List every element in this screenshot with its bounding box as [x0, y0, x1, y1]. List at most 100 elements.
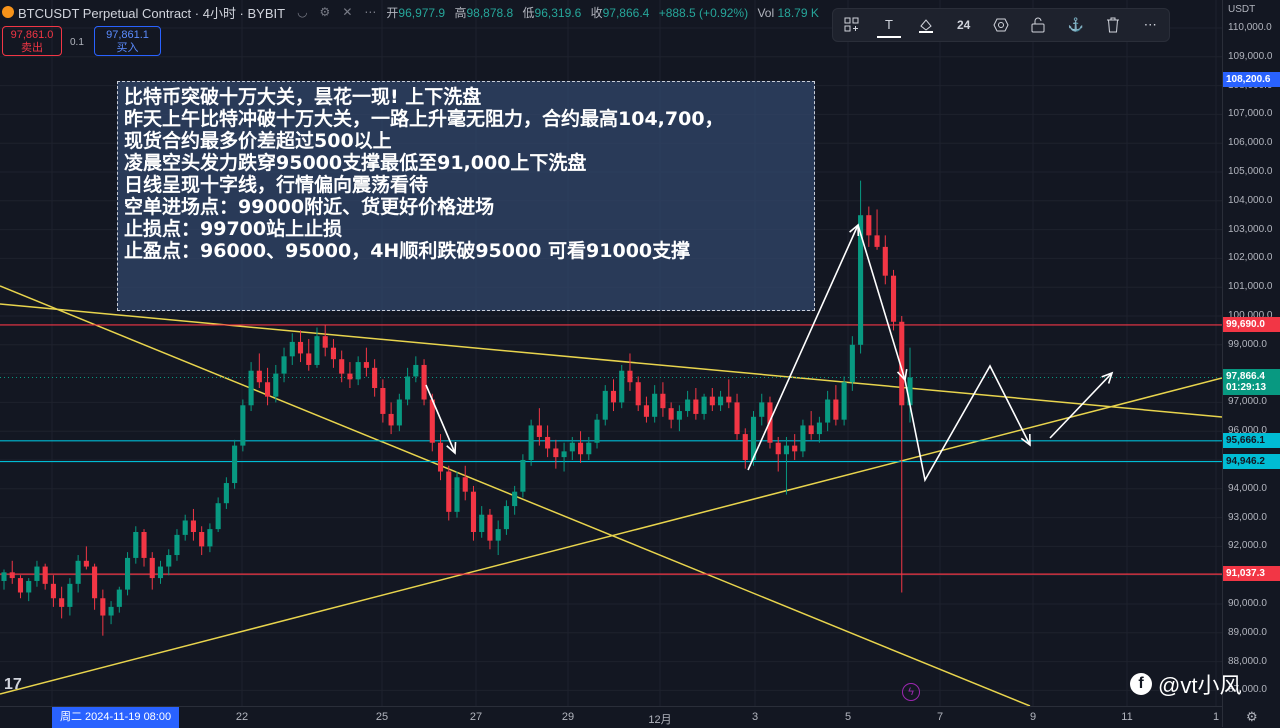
candle-body [882, 246, 888, 276]
candle-body [676, 411, 682, 420]
time-tick-label: 12月 [648, 714, 672, 726]
candle-body [454, 477, 460, 512]
sell-button[interactable]: 97,861.0 卖出 [2, 26, 62, 56]
candle-body [306, 353, 312, 365]
author-watermark: f @vt小风 [1130, 668, 1241, 700]
anchor-icon[interactable]: ⚓ [1067, 17, 1084, 32]
drawing-toolbar: T 24 ⚓ ⋯ [832, 8, 1170, 42]
candle-body [100, 598, 106, 616]
candle-body [693, 399, 699, 414]
sell-price: 97,861.0 [10, 29, 54, 41]
event-bolt-icon[interactable]: ϟ [902, 683, 920, 701]
resistance-trendline [0, 303, 1222, 418]
candle-body [462, 477, 468, 492]
price-level-label[interactable]: 91,037.3 [1223, 566, 1280, 582]
candle-body [619, 370, 625, 403]
price-level-label[interactable]: 95,666.1 [1223, 432, 1280, 448]
analysis-note[interactable]: 比特币突破十万大关，昙花一现! 上下洗盘 昨天上午比特冲破十万大关，一路上升毫无… [117, 81, 815, 311]
candle-body [347, 373, 353, 380]
symbol-title[interactable]: BTCUSDT Perpetual Contract · 4小时 · BYBIT [18, 5, 286, 21]
high-value: 98,878.8 [466, 5, 514, 20]
price-tick-label: 102,000.0 [1228, 252, 1273, 264]
lock-icon[interactable] [1026, 13, 1050, 37]
forecast-arrow [904, 364, 1031, 483]
price-tick-label: 97,000.0 [1228, 396, 1267, 408]
settings-icon[interactable] [989, 13, 1013, 37]
time-tick-label: 22 [235, 711, 249, 723]
candle-body [759, 402, 765, 417]
candle-body [9, 572, 15, 579]
price-tick-label: 96,000.0 [1228, 425, 1267, 437]
candle-body [495, 529, 501, 541]
candle-body [67, 583, 73, 607]
candle-body [775, 442, 781, 455]
candle-body [116, 589, 122, 607]
candle-body [858, 215, 864, 345]
price-tick-label: 87,000.0 [1228, 684, 1267, 696]
candle-body [874, 235, 880, 247]
candle-body [577, 442, 584, 455]
candle-body [124, 557, 131, 590]
candle-body [207, 529, 213, 547]
close-icon[interactable]: ✕ [342, 5, 353, 19]
currency-label[interactable]: USDT [1228, 4, 1256, 15]
candle-body [635, 382, 641, 406]
candle-body [553, 448, 559, 458]
watermark-text: @vt小风 [1158, 673, 1242, 698]
price-tick-label: 104,000.0 [1228, 194, 1273, 206]
candle-body [372, 367, 378, 388]
time-tick-label: 3 [751, 711, 759, 723]
drop-arrow [425, 384, 456, 454]
candle-body [800, 425, 806, 452]
candle-body [586, 442, 592, 455]
price-scale[interactable]: USDT 110,000.0109,000.0108,000.0107,000.… [1222, 0, 1280, 727]
time-tick-label: 5 [844, 711, 852, 723]
time-tick-label: 11 [1121, 711, 1133, 723]
candle-body [273, 373, 279, 397]
tradingview-logo[interactable]: 17 [4, 676, 22, 693]
price-tick-label: 101,000.0 [1228, 281, 1273, 293]
time-axis[interactable]: 周二 2024-11-19 08:00 22 25 27 29 12月 3 5 7 9 11 1 [0, 706, 1222, 728]
trash-icon[interactable] [1101, 13, 1125, 37]
candle-body [240, 405, 246, 446]
paint-icon[interactable] [914, 13, 938, 37]
note-line: 昨天上午比特冲破十万大关，一路上升毫无阻力，合约最高104,700， [124, 108, 724, 130]
price-tick-label: 90,000.0 [1228, 598, 1267, 609]
text-icon[interactable]: T [876, 12, 901, 38]
candle-body [479, 514, 485, 532]
more-icon[interactable]: ⋯ [1143, 17, 1157, 32]
candle-body [141, 532, 147, 558]
price-level-label[interactable]: 108,200.6 [1223, 71, 1280, 87]
price-level-label[interactable]: 94,946.2 [1223, 453, 1280, 469]
line-width-value[interactable]: 24 [956, 18, 971, 32]
price-tick-label: 99,000.0 [1228, 338, 1267, 350]
candle-body [297, 341, 304, 354]
candle-body [223, 483, 229, 504]
price-tick-label: 89,000.0 [1228, 626, 1267, 638]
candle-body [166, 555, 172, 567]
low-value: 96,319.6 [534, 5, 582, 20]
close-label: 收 [590, 5, 603, 20]
price-level-label[interactable]: 97,866.4 01:29:13 [1223, 369, 1280, 396]
price-tick-label: 103,000.0 [1228, 223, 1273, 235]
time-tick-label: 29 [561, 711, 575, 723]
hide-icon[interactable]: ◡ [297, 5, 308, 19]
candle-body [718, 396, 724, 406]
layers-icon[interactable] [840, 13, 864, 37]
buy-button[interactable]: 97,861.1 买入 [94, 26, 161, 56]
volume-value: 18.79 K [777, 5, 819, 20]
price-level-label[interactable]: 99,690.0 [1223, 316, 1280, 332]
axis-settings-icon[interactable]: ⚙ [1246, 709, 1258, 724]
candle-body [50, 583, 56, 599]
candle-body [265, 382, 271, 397]
candle-body [849, 344, 855, 383]
price-level-value: 97,866.4 [1226, 371, 1265, 383]
candle-body [825, 399, 831, 423]
more-icon[interactable]: ⋯ [364, 5, 377, 19]
candle-body [833, 399, 839, 420]
settings-icon[interactable]: ⚙ [319, 5, 331, 19]
rejection-arrow [857, 224, 906, 381]
candle-body [355, 362, 361, 380]
candle-body [652, 393, 658, 417]
price-tick-label: 109,000.0 [1228, 50, 1273, 62]
